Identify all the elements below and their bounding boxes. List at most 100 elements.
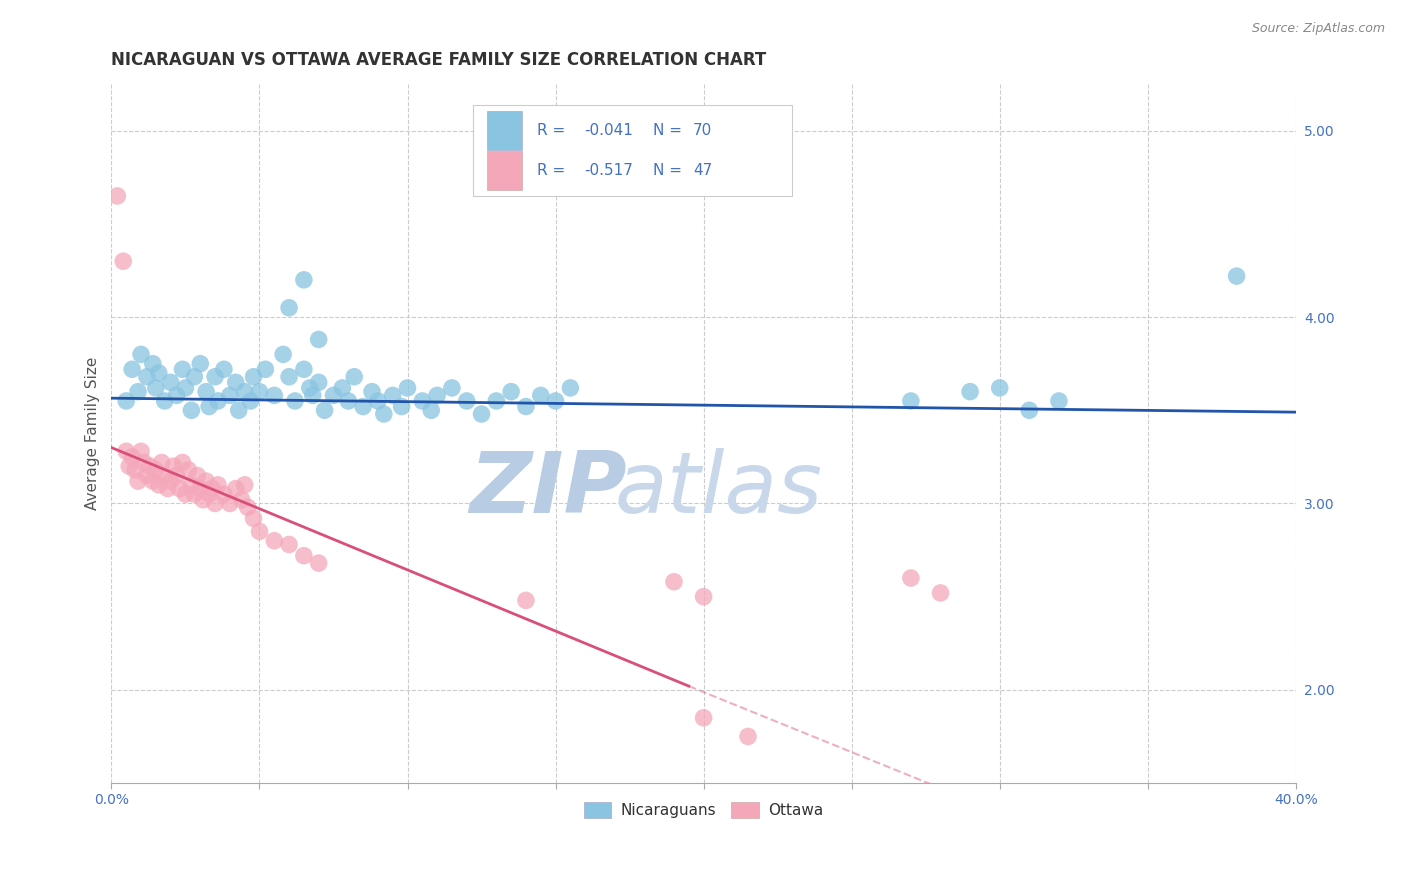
Point <box>440 381 463 395</box>
Point <box>212 487 235 501</box>
Point <box>136 468 159 483</box>
Point <box>391 400 413 414</box>
Point <box>900 394 922 409</box>
Point <box>292 549 315 563</box>
Point <box>150 455 173 469</box>
Point <box>231 492 253 507</box>
Text: Source: ZipAtlas.com: Source: ZipAtlas.com <box>1251 22 1385 36</box>
FancyBboxPatch shape <box>472 105 793 196</box>
Text: 70: 70 <box>693 123 713 138</box>
Point <box>201 482 224 496</box>
Point <box>411 394 433 409</box>
Point <box>180 403 202 417</box>
Point <box>367 394 389 409</box>
Point <box>183 369 205 384</box>
Text: N =: N = <box>652 163 686 178</box>
Point <box>159 376 181 390</box>
Point <box>218 388 240 402</box>
Point <box>225 482 247 496</box>
Point <box>284 394 307 409</box>
Point <box>314 403 336 417</box>
Point <box>278 537 301 551</box>
Point <box>515 593 537 607</box>
Point <box>292 273 315 287</box>
Y-axis label: Average Family Size: Average Family Size <box>86 357 100 510</box>
Text: R =: R = <box>537 123 569 138</box>
Point <box>212 362 235 376</box>
Point <box>337 394 360 409</box>
Point <box>162 459 184 474</box>
Point <box>148 478 170 492</box>
Point <box>129 347 152 361</box>
Point <box>188 482 211 496</box>
Point <box>204 496 226 510</box>
Point <box>959 384 981 399</box>
Point <box>195 384 218 399</box>
Point <box>263 388 285 402</box>
Point <box>308 556 330 570</box>
Point <box>177 463 200 477</box>
Point <box>174 487 197 501</box>
Point <box>544 394 567 409</box>
Point <box>737 730 759 744</box>
Point <box>373 407 395 421</box>
Point <box>352 400 374 414</box>
Point <box>136 369 159 384</box>
Legend: Nicaraguans, Ottawa: Nicaraguans, Ottawa <box>578 797 830 824</box>
Point <box>169 482 191 496</box>
Point <box>662 574 685 589</box>
Point <box>308 376 330 390</box>
Point <box>381 388 404 402</box>
Point <box>1226 269 1249 284</box>
Text: NICARAGUAN VS OTTAWA AVERAGE FAMILY SIZE CORRELATION CHART: NICARAGUAN VS OTTAWA AVERAGE FAMILY SIZE… <box>111 51 766 69</box>
Point <box>560 381 582 395</box>
Point <box>233 478 256 492</box>
Point <box>501 384 523 399</box>
Point <box>172 362 194 376</box>
Point <box>145 381 167 395</box>
Point <box>172 455 194 469</box>
Point <box>242 369 264 384</box>
Point <box>263 533 285 548</box>
Point <box>278 301 301 315</box>
Point <box>361 384 384 399</box>
Point <box>692 711 714 725</box>
Text: N =: N = <box>652 123 686 138</box>
Point <box>236 500 259 515</box>
Text: atlas: atlas <box>614 448 823 531</box>
Point <box>485 394 508 409</box>
Point <box>218 496 240 510</box>
Point <box>115 394 138 409</box>
Point <box>249 524 271 539</box>
Point <box>988 381 1011 395</box>
Point <box>188 357 211 371</box>
Text: 47: 47 <box>693 163 713 178</box>
Point <box>420 403 443 417</box>
Point <box>153 394 176 409</box>
Point <box>159 474 181 488</box>
Point <box>129 444 152 458</box>
FancyBboxPatch shape <box>486 152 523 190</box>
Point <box>180 478 202 492</box>
Point <box>121 450 143 464</box>
Point <box>148 366 170 380</box>
Point <box>239 394 262 409</box>
Point <box>207 394 229 409</box>
Point <box>207 478 229 492</box>
Point <box>426 388 449 402</box>
Point <box>332 381 354 395</box>
Point <box>105 189 128 203</box>
Point <box>118 459 141 474</box>
Point <box>242 511 264 525</box>
Point <box>121 362 143 376</box>
Point <box>198 487 221 501</box>
Point <box>166 388 188 402</box>
Point <box>124 463 146 477</box>
Point <box>456 394 478 409</box>
Point <box>470 407 492 421</box>
Point <box>1018 403 1040 417</box>
Point <box>139 459 162 474</box>
Point <box>322 388 344 402</box>
Point <box>174 381 197 395</box>
Point <box>145 463 167 477</box>
